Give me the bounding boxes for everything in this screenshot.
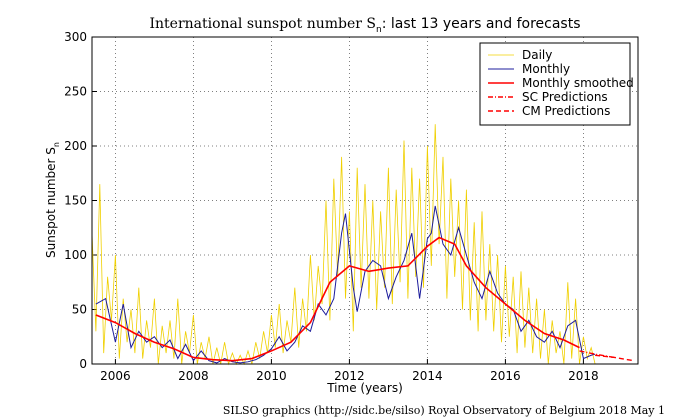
y-axis-label: Sunspot number Sn [44, 142, 61, 258]
x-tick-label: 2012 [334, 369, 365, 383]
y-tick-label: 250 [64, 85, 87, 99]
y-label-sub: n [52, 142, 61, 147]
legend-label: Monthly [522, 62, 570, 76]
series-line [95, 205, 596, 364]
footer: SILSO graphics (http://sidc.be/silso) Ro… [223, 404, 665, 417]
legend-label: Daily [522, 48, 552, 62]
y-label-part: Sunspot number S [44, 147, 58, 258]
x-tick-label: 2010 [256, 369, 287, 383]
y-tick-label: 0 [79, 357, 87, 371]
x-tick-label: 2018 [568, 369, 599, 383]
series-line [579, 350, 615, 359]
series-line [595, 354, 635, 362]
y-tick-label: 50 [72, 303, 87, 317]
title-sub: n [376, 25, 382, 35]
plot-frame [91, 36, 639, 365]
legend-label: SC Predictions [522, 90, 608, 104]
chart-title: International sunspot number Sn: last 13… [149, 16, 580, 35]
y-tick-label: 150 [64, 194, 87, 208]
x-tick-label: 2014 [412, 369, 443, 383]
series-line [95, 236, 580, 362]
title-part: : last 13 years and forecasts [382, 16, 581, 32]
x-axis-label: Time (years) [326, 381, 403, 395]
x-tick-label: 2016 [490, 369, 521, 383]
x-tick-label: 2006 [100, 369, 131, 383]
x-tick-label: 2008 [178, 369, 209, 383]
y-tick-label: 100 [64, 248, 87, 262]
y-tick-label: 200 [64, 139, 87, 153]
legend-label: Monthly smoothed [522, 76, 634, 90]
legend-label: CM Predictions [522, 104, 610, 118]
series-line [91, 124, 596, 366]
y-tick-label: 300 [64, 30, 87, 44]
title-part: International sunspot number S [149, 16, 376, 32]
